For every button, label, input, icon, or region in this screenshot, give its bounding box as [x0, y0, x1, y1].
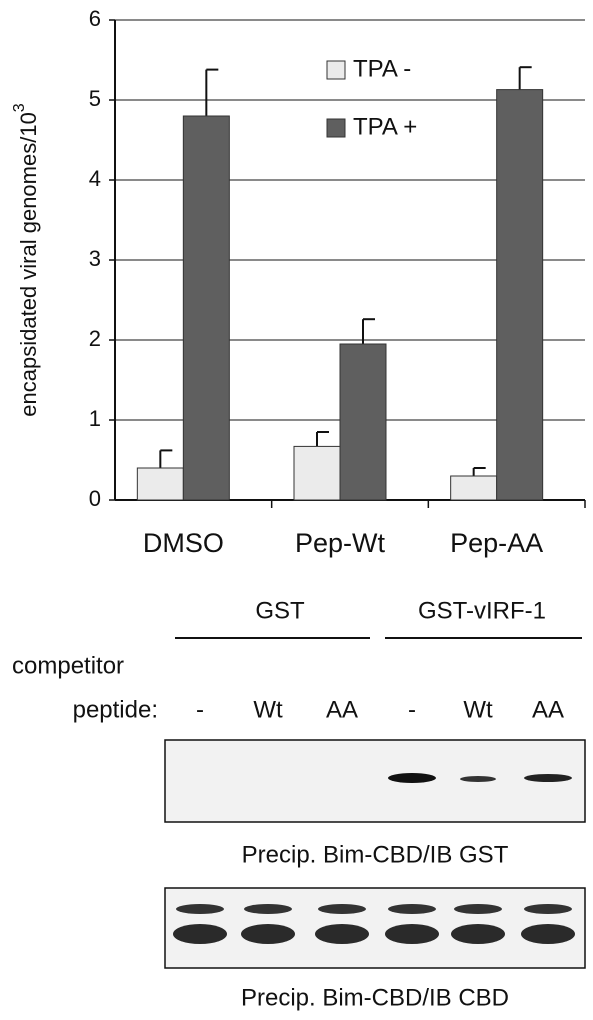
figure: encapsidated viral genomes/103 GST GST-v…	[0, 0, 593, 1015]
blot-panel	[165, 888, 585, 968]
band	[524, 904, 572, 914]
bar	[137, 468, 183, 500]
y-tick-label: 4	[89, 166, 101, 191]
band	[241, 924, 295, 944]
y-label-text: encapsidated viral genomes/10	[16, 112, 41, 417]
blot-caption: Precip. Bim-CBD/IB GST	[242, 841, 509, 868]
lane-label: AA	[532, 696, 564, 723]
legend-label: TPA -	[353, 55, 411, 82]
blot-caption: Precip. Bim-CBD/IB CBD	[241, 984, 509, 1011]
x-tick-label: Pep-Wt	[295, 528, 386, 558]
bar	[340, 344, 386, 500]
band	[318, 904, 366, 914]
band	[244, 904, 292, 914]
band	[173, 924, 227, 944]
row-label: peptide:	[73, 696, 158, 723]
row-label: competitor	[12, 652, 124, 679]
bar	[497, 90, 543, 500]
bar	[294, 446, 340, 500]
bar	[451, 476, 497, 500]
y-label-sup: 3	[11, 103, 28, 112]
band	[388, 773, 436, 783]
page: {"chart_data": {"type": "bar", "y_label"…	[0, 0, 593, 1020]
band	[451, 924, 505, 944]
legend-swatch	[327, 61, 345, 79]
bar	[183, 116, 229, 500]
band	[176, 904, 224, 914]
y-tick-label: 5	[89, 86, 101, 111]
y-tick-label: 1	[89, 406, 101, 431]
band	[385, 924, 439, 944]
y-axis-label: encapsidated viral genomes/103	[11, 103, 41, 417]
legend-swatch	[327, 119, 345, 137]
band	[460, 776, 496, 782]
x-tick-label: DMSO	[143, 528, 224, 558]
band	[315, 924, 369, 944]
y-tick-label: 0	[89, 486, 101, 511]
blot-panel	[165, 740, 585, 822]
group-label: GST	[255, 597, 305, 624]
band	[521, 924, 575, 944]
x-tick-label: Pep-AA	[450, 528, 543, 558]
legend-label: TPA +	[353, 113, 417, 140]
lane-label: Wt	[253, 696, 283, 723]
y-tick-label: 6	[89, 6, 101, 31]
band	[454, 904, 502, 914]
lane-label: -	[408, 696, 416, 723]
y-tick-label: 2	[89, 326, 101, 351]
y-tick-label: 3	[89, 246, 101, 271]
band	[524, 774, 572, 782]
lane-label: AA	[326, 696, 358, 723]
band	[388, 904, 436, 914]
lane-label: -	[196, 696, 204, 723]
lane-label: Wt	[463, 696, 493, 723]
group-label: GST-vIRF-1	[418, 597, 546, 624]
